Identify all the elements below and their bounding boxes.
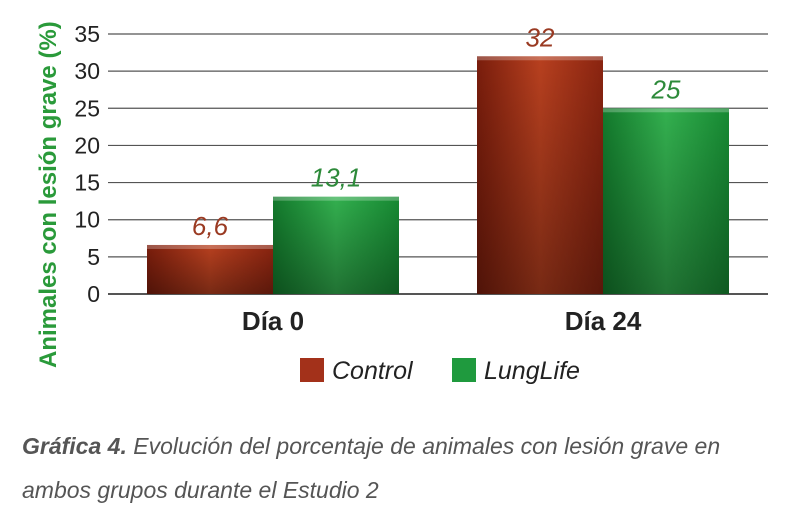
data-label-lunglife: 25 (651, 74, 681, 104)
bar-shade-control (147, 244, 273, 294)
y-tick-label: 25 (74, 95, 100, 121)
y-tick-label: 0 (87, 281, 100, 307)
data-label-control: 32 (526, 22, 555, 52)
bar-top-highlight (273, 196, 399, 201)
bar-shade-lunglife (273, 196, 399, 294)
bar-top-highlight (603, 108, 729, 113)
y-tick-label: 20 (74, 132, 100, 158)
legend: Control LungLife (300, 357, 580, 385)
legend-swatch-lunglife (452, 358, 476, 382)
caption-label: Gráfica 4. (22, 433, 127, 459)
x-category-label: Día 0 (242, 306, 304, 336)
y-tick-label: 15 (74, 170, 100, 196)
legend-swatch-control (300, 358, 324, 382)
legend-label-control: Control (332, 357, 414, 385)
y-tick-label: 5 (87, 244, 100, 270)
legend-label-lunglife: LungLife (484, 357, 580, 385)
bar-chart: 0 5 10 15 20 25 30 35 6,6 13,1 Día 0 32 25 Día 24 An… (35, 21, 768, 385)
caption-text: Evolución del porcentaje de animales con… (22, 433, 721, 503)
data-label-lunglife: 13,1 (311, 163, 362, 193)
y-tick-label: 10 (74, 207, 100, 233)
bar-top-highlight (147, 244, 273, 249)
y-tick-label: 35 (74, 21, 100, 47)
figure-caption: Gráfica 4. Evolución del porcentaje de a… (22, 424, 792, 512)
bar-top-highlight (477, 56, 603, 61)
x-category-label: Día 24 (565, 306, 642, 336)
bar-shade-lunglife (603, 108, 729, 295)
y-tick-label: 30 (74, 58, 100, 84)
bar-shade-control (477, 56, 603, 295)
data-label-control: 6,6 (192, 211, 229, 241)
y-axis-label: Animales con lesión grave (%) (35, 21, 62, 368)
